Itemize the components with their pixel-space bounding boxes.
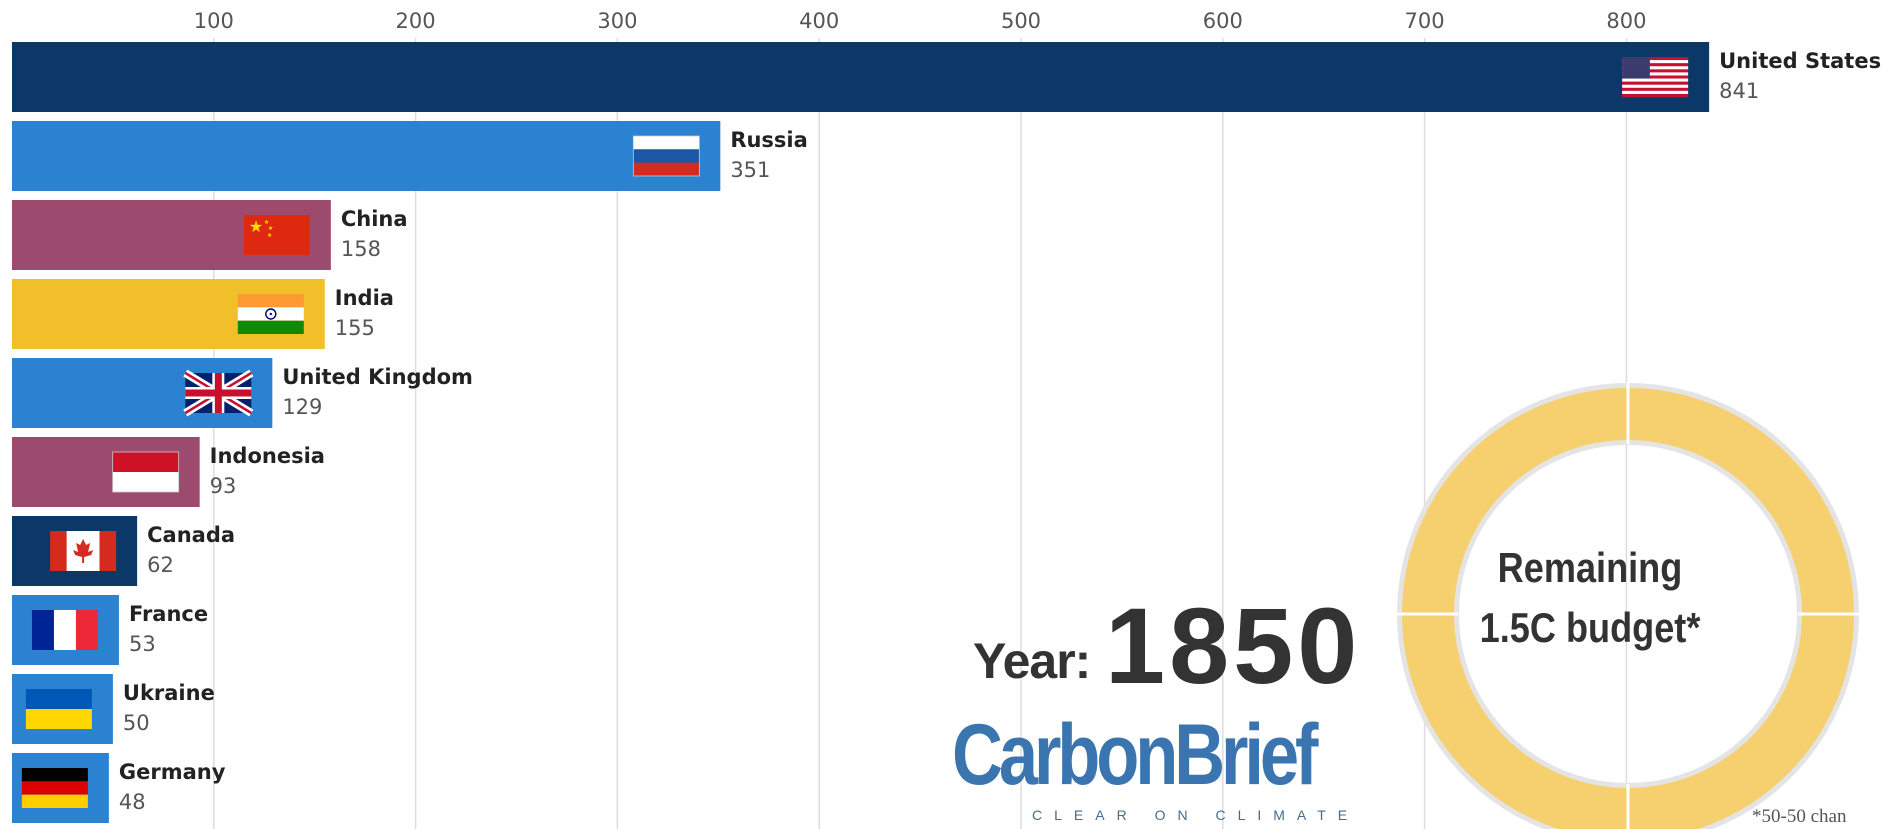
x-axis-ticks: 100 200 300 400 500 600 700 800 xyxy=(194,9,1647,33)
india-flag-icon xyxy=(237,294,304,334)
budget-label-line1: Remaining xyxy=(1497,544,1683,591)
svg-text:★: ★ xyxy=(267,232,272,239)
value-label: 158 xyxy=(341,237,381,261)
footnote: *50-50 chan xyxy=(1752,806,1847,827)
x-tick-label: 700 xyxy=(1405,9,1445,33)
country-label: Germany xyxy=(119,760,226,784)
country-label: Indonesia xyxy=(210,444,325,468)
value-label: 48 xyxy=(119,790,146,814)
x-tick-label: 300 xyxy=(597,9,637,33)
svg-text:★: ★ xyxy=(264,219,269,226)
svg-text:★: ★ xyxy=(268,225,273,232)
canada-flag-icon xyxy=(50,531,117,571)
germany-flag-icon xyxy=(21,768,88,808)
bars: ★ ★★★ xyxy=(12,42,1710,823)
svg-text:★: ★ xyxy=(249,217,263,236)
carbonbrief-logo: CarbonBrief xyxy=(952,707,1318,803)
country-label: India xyxy=(335,286,394,310)
logo-tagline: CLEAR ON CLIMATE xyxy=(1032,807,1360,823)
year-label: Year: xyxy=(973,633,1091,689)
x-tick-label: 500 xyxy=(1001,9,1041,33)
x-tick-label: 800 xyxy=(1606,9,1646,33)
value-label: 155 xyxy=(335,316,375,340)
budget-donut xyxy=(1396,382,1860,829)
value-label: 50 xyxy=(123,711,150,735)
country-label: China xyxy=(341,207,408,231)
country-label: United Kingdom xyxy=(282,365,473,389)
value-label: 53 xyxy=(129,632,156,656)
x-tick-label: 600 xyxy=(1203,9,1243,33)
value-label: 351 xyxy=(730,158,770,182)
budget-label-line2: 1.5C budget* xyxy=(1479,604,1701,651)
country-label: France xyxy=(129,602,208,626)
country-label: United States xyxy=(1719,49,1881,73)
country-label: Ukraine xyxy=(123,681,215,705)
russia-flag-icon xyxy=(632,135,700,177)
bar-labels: United States 841 Russia 351 China 158 India 15… xyxy=(119,49,1881,814)
us-flag-icon xyxy=(1622,57,1689,98)
budget-label: Remaining 1.5C budget* xyxy=(1452,538,1727,658)
value-label: 841 xyxy=(1719,79,1759,103)
country-label: Canada xyxy=(147,523,235,547)
china-flag-icon: ★ ★★★ xyxy=(243,215,310,255)
x-tick-label: 200 xyxy=(396,9,436,33)
value-label: 129 xyxy=(282,395,322,419)
year-value: 1850 xyxy=(1105,585,1362,706)
x-tick-label: 100 xyxy=(194,9,234,33)
uk-flag-icon xyxy=(183,369,254,417)
ukraine-flag-icon xyxy=(25,689,92,729)
x-tick-label: 400 xyxy=(799,9,839,33)
bar xyxy=(12,121,721,191)
value-label: 93 xyxy=(210,474,237,498)
indonesia-flag-icon xyxy=(112,451,180,493)
bar xyxy=(12,42,1710,112)
france-flag-icon xyxy=(31,610,98,650)
value-label: 62 xyxy=(147,553,174,577)
country-label: Russia xyxy=(730,128,808,152)
